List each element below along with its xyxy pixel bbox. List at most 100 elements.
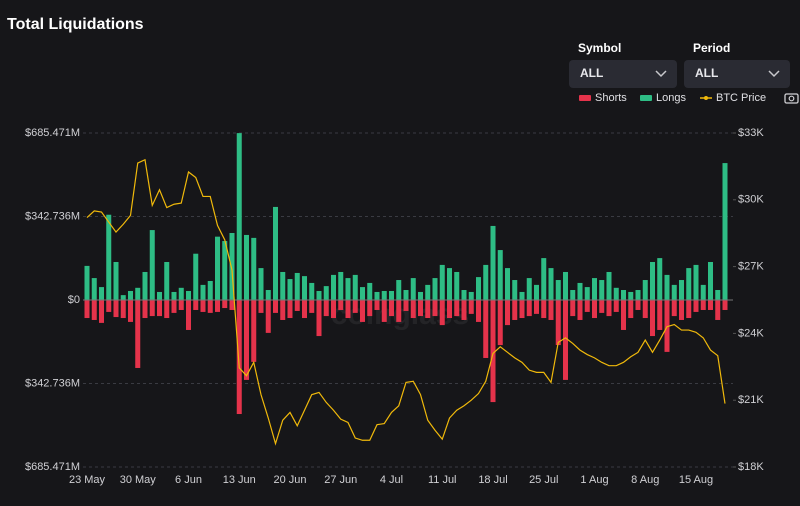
bar [715,290,721,300]
bar [171,291,177,300]
bar [534,284,539,300]
bar [157,300,162,317]
bar [294,272,300,300]
bar [447,300,452,319]
bar [439,264,445,300]
bar [207,280,213,300]
bar [186,290,191,300]
bar [367,300,373,317]
bar [120,300,126,319]
bar [345,300,351,319]
bar [273,300,278,313]
bar [128,290,133,300]
bar [439,300,445,326]
x-tick-label: 20 Jun [273,474,306,486]
bar [570,290,576,300]
camera-body[interactable] [784,93,799,104]
bar [664,274,670,300]
bar [671,284,677,300]
bar [410,278,416,300]
bar [642,300,648,319]
bar [128,300,133,322]
symbol-select[interactable]: ALL [569,60,677,88]
bar [555,300,561,346]
bar [476,277,481,300]
bar [642,280,648,300]
bar [621,300,626,330]
bar [338,300,344,310]
bar [178,300,184,310]
bar [490,225,496,300]
bar [157,291,162,300]
bar [418,291,423,300]
bar [258,300,264,313]
bar [461,290,467,300]
camera-icon[interactable] [784,93,799,104]
bar [149,230,155,300]
bar [381,290,387,300]
bar [287,279,293,300]
bar [265,290,271,300]
select-value[interactable]: ALL [695,66,718,80]
period-select[interactable]: ALL [684,60,790,88]
bar [309,300,315,313]
bar [244,300,249,380]
bar [374,300,380,310]
bar [280,300,286,320]
select-box[interactable] [569,60,677,88]
bar [700,284,706,300]
select-value[interactable]: ALL [580,66,603,80]
bar [686,268,692,300]
bar [606,300,612,317]
bar [722,163,728,300]
symbol-label: Symbol [578,41,621,55]
bar [541,258,547,300]
bar [635,290,641,300]
bar [302,276,307,300]
bar [497,300,503,346]
camera-lens[interactable] [788,95,795,102]
bar [563,300,568,380]
bar [425,300,431,319]
select-box[interactable] [684,60,790,88]
bar [548,268,554,300]
bar [490,300,496,403]
y2-tick-label: $33K [738,127,764,139]
bar [84,300,90,319]
chevron[interactable] [655,70,667,78]
x-tick-label: 13 Jun [223,474,256,486]
bar [700,300,706,310]
bar [563,271,568,300]
bar [403,290,409,300]
bar [534,300,539,314]
bar [577,282,583,300]
bar [592,300,597,319]
bar [251,237,257,300]
bar [178,287,184,300]
bar [352,300,358,313]
bar [679,300,684,320]
bar [454,300,460,317]
bar [222,241,228,300]
x-tick-label: 30 May [120,474,157,486]
bar [352,274,358,300]
bar [635,300,641,310]
bar [657,300,663,330]
x-tick-label: 1 Aug [580,474,608,486]
bar [244,234,249,300]
bar [323,300,329,317]
bar [722,300,728,310]
bar [396,280,402,300]
bar [432,300,438,317]
bar [345,278,351,300]
bar [338,271,344,300]
period-label: Period [693,41,730,55]
bar [171,300,177,313]
chevron[interactable] [768,70,780,78]
bar [236,133,242,300]
bar [331,300,336,319]
bar [671,300,677,317]
bar [294,300,300,311]
